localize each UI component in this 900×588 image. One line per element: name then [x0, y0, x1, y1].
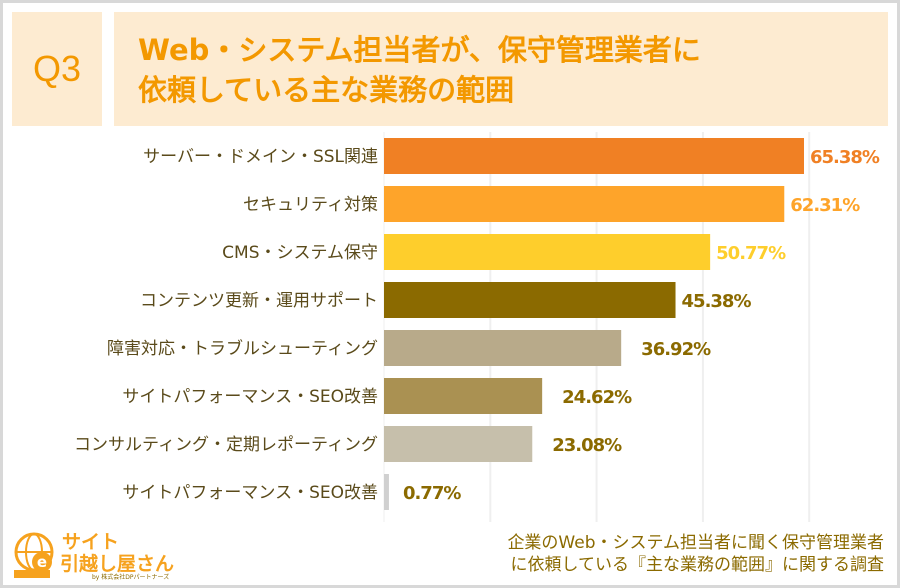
bar	[384, 378, 543, 414]
source-note: 企業のWeb・システム担当者に聞く保守管理業者 に依頼している『主な業務の範囲』…	[507, 532, 884, 576]
logo-text-line1: サイト	[62, 531, 119, 553]
category-label: 障害対応・トラブルシューティング	[107, 338, 378, 359]
bar	[384, 426, 533, 462]
category-label: CMS・システム保守	[222, 243, 378, 263]
globe-icon: e	[14, 532, 54, 578]
category-label: コンサルティング・定期レポーティング	[74, 435, 378, 455]
value-label: 50.77%	[716, 243, 786, 264]
value-label: 0.77%	[403, 483, 461, 504]
chart-title: Web・システム担当者が、保守管理業者に 依頼している主な業務の範囲	[114, 12, 888, 126]
category-label: サーバー・ドメイン・SSL関連	[143, 147, 378, 167]
category-label: セキュリティ対策	[243, 195, 378, 215]
category-label: サイトパフォーマンス・SEO改善	[122, 483, 378, 503]
value-label: 36.92%	[641, 339, 711, 360]
bar	[384, 234, 711, 270]
category-label: コンテンツ更新・運用サポート	[140, 291, 378, 311]
site-logo: e サイト 引越し屋さん by 株式会社DPパートナーズ	[14, 531, 174, 581]
bar	[384, 282, 676, 318]
bar	[384, 474, 389, 510]
value-label: 45.38%	[682, 291, 752, 312]
value-label: 23.08%	[552, 435, 622, 456]
bar	[384, 186, 785, 222]
category-label: サイトパフォーマンス・SEO改善	[122, 387, 378, 407]
svg-text:e: e	[37, 553, 47, 571]
source-line-2: に依頼している『主な業務の範囲』に関する調査	[510, 555, 885, 575]
question-number: Q3	[12, 12, 102, 126]
bar	[384, 330, 622, 366]
value-label: 62.31%	[790, 195, 860, 216]
logo-byline: by 株式会社DPパートナーズ	[92, 573, 169, 581]
title-line-1: Web・システム担当者が、保守管理業者に	[138, 33, 701, 67]
bar	[384, 138, 804, 174]
title-line-2: 依頼している主な業務の範囲	[138, 73, 515, 107]
source-line-1: 企業のWeb・システム担当者に聞く保守管理業者	[507, 533, 884, 553]
logo-text-line2: 引越し屋さん	[60, 552, 174, 575]
value-label: 65.38%	[810, 147, 880, 168]
value-label: 24.62%	[562, 387, 632, 408]
